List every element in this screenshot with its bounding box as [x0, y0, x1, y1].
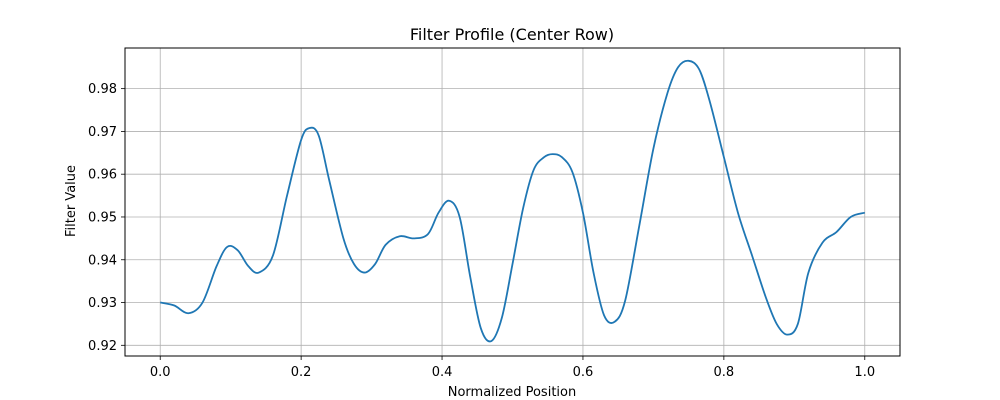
plot-frame	[124, 47, 901, 357]
series-layer	[160, 59, 866, 343]
series-line	[160, 59, 866, 343]
y-tick-label: 0.94	[88, 253, 117, 268]
x-tick-label: 0.2	[291, 365, 312, 380]
grid	[125, 48, 900, 356]
y-tick-label: 0.98	[88, 82, 117, 97]
y-tick-label: 0.93	[88, 296, 117, 311]
x-tick-label: 0.4	[432, 365, 453, 380]
chart-title: Filter Profile (Center Row)	[410, 25, 614, 44]
x-axis-label: Normalized Position	[448, 385, 576, 400]
y-tick-label: 0.92	[88, 339, 117, 354]
x-axis-ticks: 0.0 0.2 0.4 0.6 0.8 1.0	[150, 356, 875, 380]
y-axis-ticks: 0.92 0.93 0.94 0.95 0.96 0.97 0.98	[88, 82, 125, 354]
y-tick-label: 0.97	[88, 125, 117, 140]
y-tick-label: 0.95	[88, 210, 117, 225]
x-tick-label: 1.0	[854, 365, 875, 380]
y-axis-label: Filter Value	[64, 165, 79, 237]
x-tick-label: 0.0	[150, 365, 171, 380]
x-tick-label: 0.8	[714, 365, 735, 380]
x-tick-label: 0.6	[573, 365, 594, 380]
y-tick-label: 0.96	[88, 168, 117, 183]
